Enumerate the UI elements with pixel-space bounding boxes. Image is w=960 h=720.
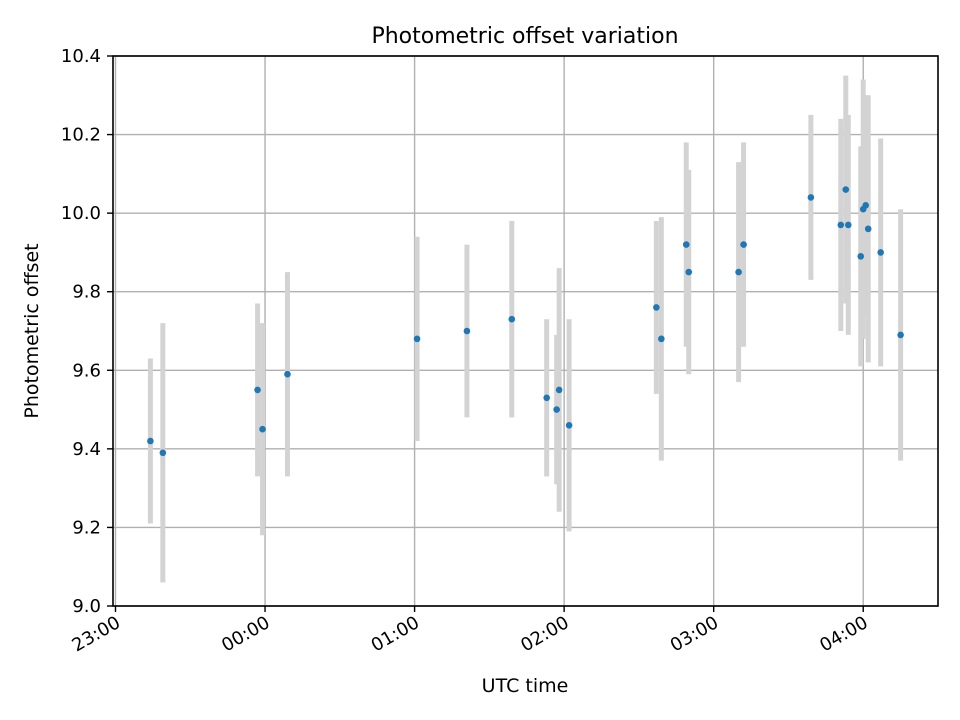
data-point [862, 201, 870, 209]
data-point [837, 221, 845, 229]
data-point [463, 327, 471, 335]
data-point [147, 437, 154, 445]
data-point [842, 186, 850, 193]
data-point [735, 268, 742, 276]
data-point [508, 315, 516, 323]
data-point [555, 386, 563, 394]
x-tick-label: 04:00 [816, 612, 871, 656]
data-point [740, 241, 747, 248]
data-point [685, 268, 693, 276]
data-point [682, 241, 690, 248]
x-axis-label: UTC time [482, 675, 569, 697]
data-point [565, 421, 573, 429]
data-point [553, 406, 560, 413]
x-tick-label: 00:00 [218, 612, 273, 656]
errorbar-layer [147, 75, 904, 583]
y-tick-label: 10.4 [61, 46, 101, 67]
data-point [284, 370, 291, 378]
data-point [807, 194, 815, 201]
y-tick-label: 9.2 [72, 517, 101, 538]
data-point [844, 221, 852, 229]
data-point [897, 331, 904, 339]
data-point [658, 335, 665, 343]
chart-title: Photometric offset variation [371, 24, 678, 49]
data-point [653, 304, 660, 311]
point-layer [147, 186, 904, 457]
x-tick-label: 01:00 [368, 612, 423, 656]
x-tick-label: 03:00 [667, 612, 722, 656]
data-point [543, 394, 550, 402]
plot-frame [112, 55, 939, 607]
y-tick-label: 9.0 [72, 596, 101, 617]
data-point [159, 449, 167, 457]
data-point [864, 225, 872, 233]
data-point [877, 249, 884, 256]
data-point [259, 425, 266, 433]
data-point [413, 335, 421, 343]
x-tick-label: 23:00 [69, 612, 124, 656]
y-axis-label: Photometric offset [21, 243, 43, 418]
grid-layer [113, 55, 938, 607]
y-tick-label: 10.2 [61, 125, 101, 146]
y-tick-label: 10.0 [61, 203, 101, 224]
data-point [254, 386, 261, 394]
y-tick-label: 9.8 [72, 282, 101, 303]
y-tick-label: 9.4 [72, 439, 101, 460]
data-point [857, 253, 865, 260]
x-tick-label: 02:00 [517, 612, 572, 656]
y-tick-label: 9.6 [72, 360, 101, 381]
